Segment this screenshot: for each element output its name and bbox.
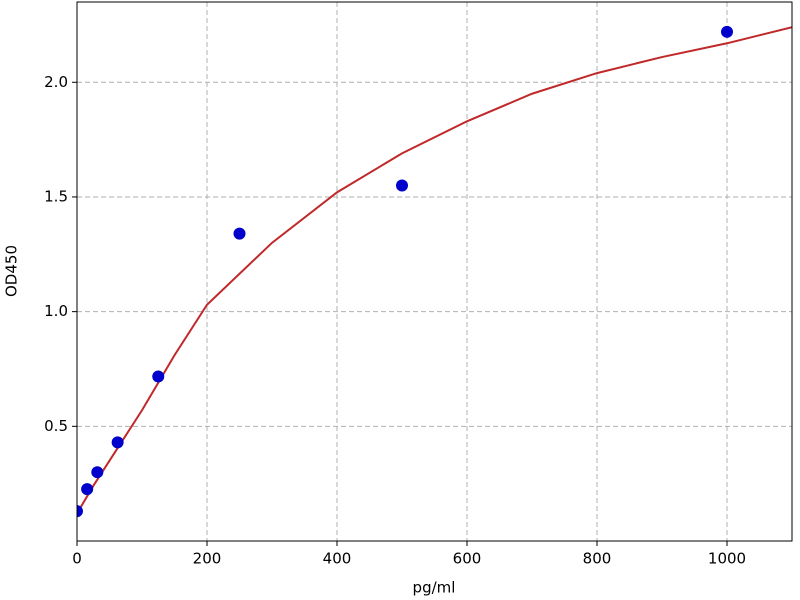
data-point	[81, 483, 94, 496]
y-tick-label: 1.0	[44, 302, 68, 320]
x-axis-label: pg/ml	[413, 579, 456, 597]
data-point	[111, 436, 124, 449]
x-tick-label: 600	[453, 550, 482, 568]
x-tick-label: 800	[583, 550, 612, 568]
plot-frame	[76, 1, 793, 542]
x-tick-label: 400	[323, 550, 352, 568]
data-point	[77, 505, 83, 518]
y-tick-label: 1.5	[44, 187, 68, 205]
y-axis-label: OD450	[3, 245, 21, 297]
x-tick-label: 200	[193, 550, 222, 568]
data-point	[721, 25, 733, 38]
data-point	[396, 179, 408, 192]
x-tick-label: 1000	[708, 550, 746, 568]
data-point	[91, 466, 104, 479]
y-tick-label: 0.5	[44, 417, 68, 435]
data-point	[233, 227, 246, 240]
y-tick-label: 2.0	[44, 73, 68, 91]
data-point	[152, 370, 165, 383]
fit-curve	[77, 26, 792, 514]
x-tick-label: 0	[72, 550, 82, 568]
